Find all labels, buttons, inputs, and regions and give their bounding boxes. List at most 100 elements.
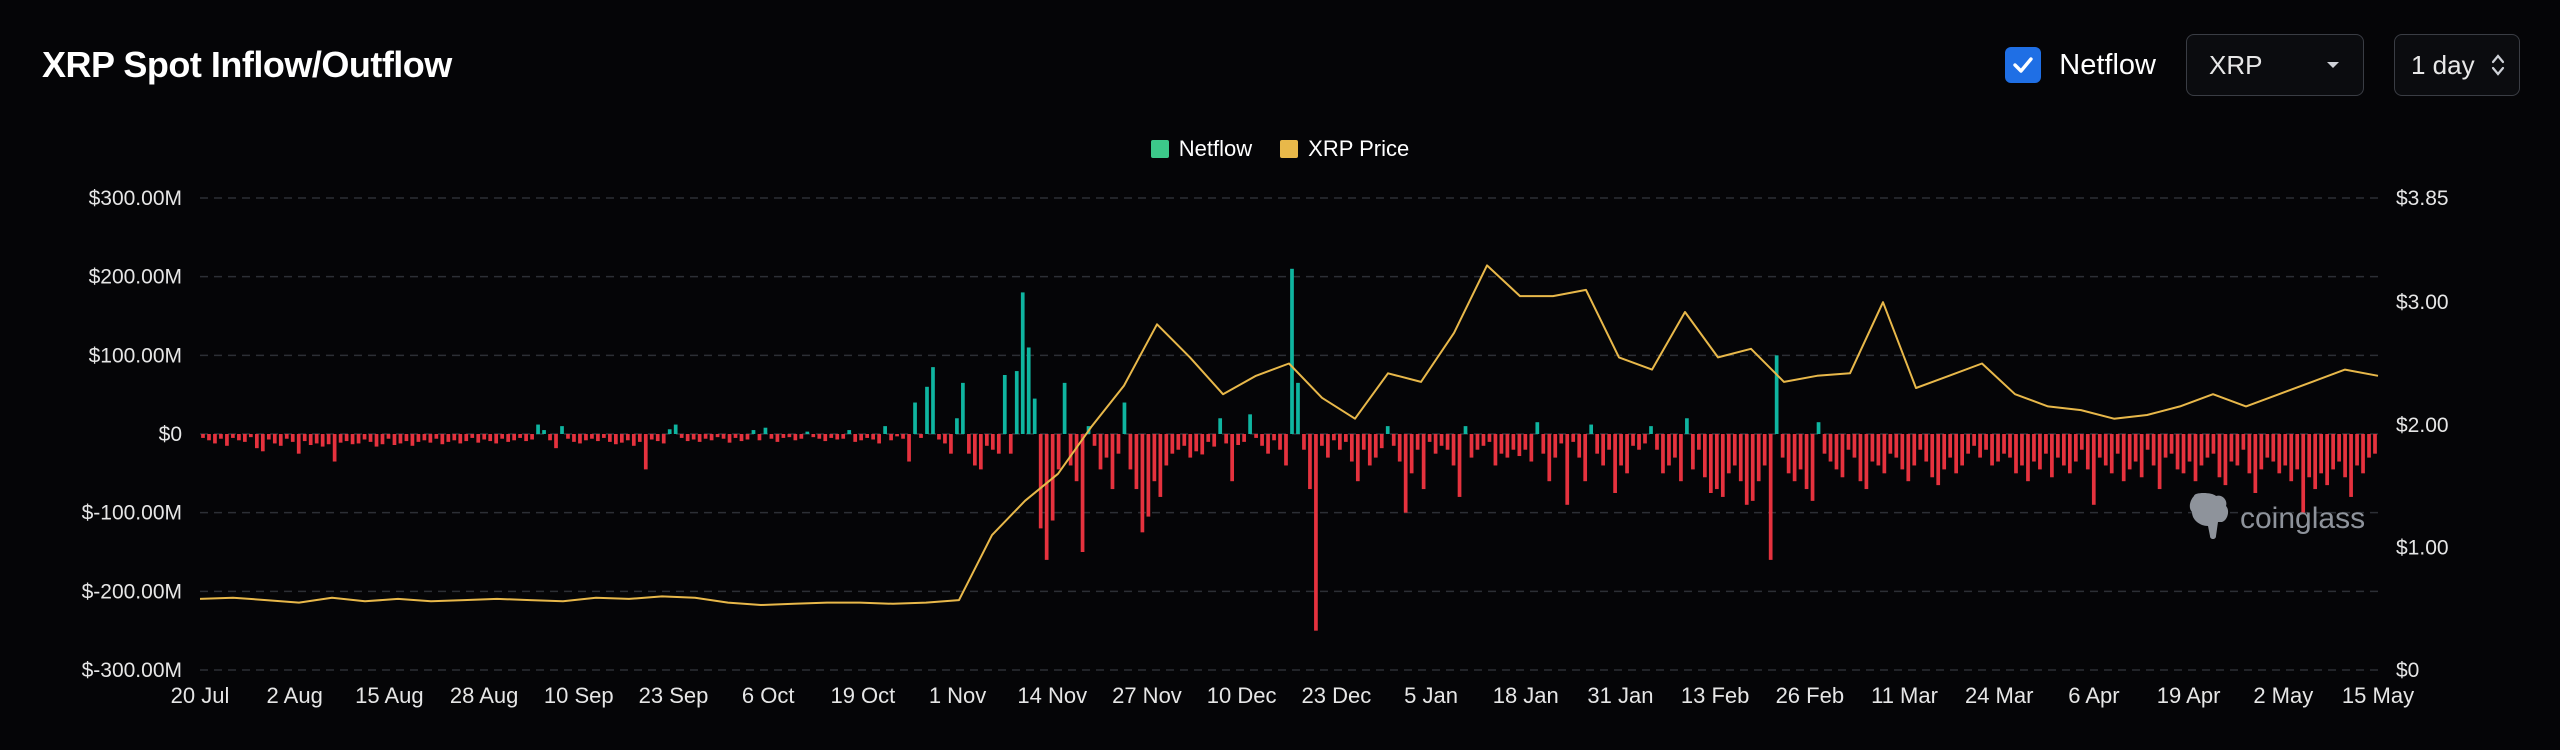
netflow-bar (1074, 434, 1079, 482)
netflow-bar (1948, 434, 1953, 458)
netflow-bar (1230, 434, 1235, 482)
coin-select[interactable]: XRP (2186, 34, 2364, 96)
netflow-bar (201, 434, 205, 438)
netflow-bar (1888, 434, 1893, 454)
netflow-bar (518, 434, 522, 438)
netflow-bar (578, 434, 582, 444)
interval-select[interactable]: 1 day (2394, 34, 2520, 96)
x-tick-label: 19 Oct (830, 683, 895, 708)
netflow-bar (404, 434, 409, 442)
netflow-bar (2091, 434, 2096, 505)
netflow-toggle[interactable]: Netflow (2005, 47, 2156, 83)
netflow-bar (302, 434, 307, 442)
netflow-bar (1020, 292, 1025, 434)
netflow-bar (793, 434, 798, 441)
legend-swatch-price (1280, 140, 1299, 158)
netflow-bar (1367, 434, 1372, 466)
netflow-bar (1104, 434, 1109, 458)
netflow-bar (2223, 434, 2228, 486)
netflow-bar (805, 431, 810, 434)
x-tick-label: 6 Apr (2068, 683, 2119, 708)
netflow-bar (781, 434, 786, 438)
netflow-bar (835, 434, 840, 440)
x-tick-label: 19 Apr (2157, 683, 2221, 708)
netflow-bar (1481, 434, 1486, 446)
netflow-bar (392, 434, 397, 446)
netflow-bar (536, 424, 540, 434)
netflow-bar (2289, 434, 2294, 482)
netflow-bar (1720, 434, 1725, 497)
netflow-bar (1726, 434, 1731, 474)
netflow-bar (2301, 434, 2306, 513)
netflow-bar (476, 434, 481, 443)
netflow-bar (655, 434, 660, 442)
netflow-bar (1679, 434, 1683, 482)
netflow-bar (1397, 434, 1402, 462)
netflow-bar (2050, 434, 2054, 478)
x-axis: 20 Jul 2 Aug 15 Aug 28 Aug 10 Sep 23 Sep 6 Oct… (171, 683, 2414, 708)
x-tick-label: 11 Mar (1871, 683, 1938, 708)
netflow-bar (1858, 434, 1863, 482)
netflow-bar (1559, 434, 1564, 444)
y-right-tick-label: $2.00 (2396, 414, 2449, 437)
legend-swatch-netflow (1150, 140, 1169, 158)
netflow-bar (1708, 434, 1713, 493)
netflow-bar (1439, 434, 1444, 446)
netflow-bar (530, 434, 534, 440)
netflow-bar (2032, 434, 2036, 462)
netflow-bar (266, 434, 271, 440)
netflow-bar (1912, 434, 1917, 466)
legend-item-netflow[interactable]: Netflow (1150, 136, 1252, 162)
netflow-bar (1296, 382, 1300, 434)
netflow-bar (1810, 434, 1815, 501)
x-tick-label: 15 May (2342, 683, 2414, 708)
netflow-bar (1637, 434, 1641, 450)
coinglass-watermark: coinglass (2189, 493, 2365, 539)
legend-item-price[interactable]: XRP Price (1280, 136, 1409, 162)
x-tick-label: 31 Jan (1587, 683, 1653, 708)
netflow-bar (2127, 434, 2132, 470)
netflow-bar (237, 434, 241, 441)
netflow-bar (1942, 434, 1947, 470)
netflow-bar (1475, 434, 1480, 450)
netflow-bar (2205, 434, 2210, 458)
netflow-bar (1008, 434, 1013, 454)
netflow-bar (787, 434, 792, 438)
netflow-bar (1667, 434, 1671, 466)
netflow-bar (1092, 434, 1097, 446)
netflow-bar (697, 434, 702, 442)
netflow-bar (1882, 434, 1887, 474)
netflow-bar (1188, 434, 1193, 458)
watermark-text: coinglass (2240, 502, 2365, 535)
netflow-bar (925, 386, 929, 434)
netflow-bar (1852, 434, 1857, 458)
chart-legend: Netflow XRP Price (0, 136, 2560, 162)
netflow-bar (2109, 434, 2114, 474)
netflow-bar (751, 430, 756, 434)
netflow-bar (1828, 434, 1833, 462)
netflow-bar (1954, 434, 1959, 474)
netflow-bar (1385, 426, 1390, 434)
x-tick-label: 10 Sep (544, 683, 614, 708)
netflow-bar (1056, 434, 1061, 470)
netflow-bar (739, 434, 744, 442)
updown-chevron-icon (2491, 54, 2505, 76)
y-right-tick-label: $3.85 (2396, 187, 2449, 210)
x-tick-label: 10 Dec (1207, 683, 1277, 708)
netflow-bar (1649, 426, 1653, 434)
netflow-bar (524, 434, 528, 442)
netflow-bar (1415, 434, 1420, 450)
netflow-bar (1541, 434, 1546, 454)
y-left-tick-label: $100.00M (89, 344, 182, 367)
netflow-bar (602, 434, 606, 438)
netflow-bar (2121, 434, 2126, 482)
netflow-bar (625, 434, 630, 441)
netflow-bar (1876, 434, 1881, 466)
netflow-bar (691, 434, 696, 440)
x-tick-label: 20 Jul (171, 683, 230, 708)
netflow-bar (1625, 434, 1629, 474)
netflow-bar (1469, 434, 1474, 458)
netflow-checkbox[interactable] (2005, 47, 2042, 83)
netflow-bar (2002, 434, 2006, 454)
netflow-bar (446, 434, 451, 442)
